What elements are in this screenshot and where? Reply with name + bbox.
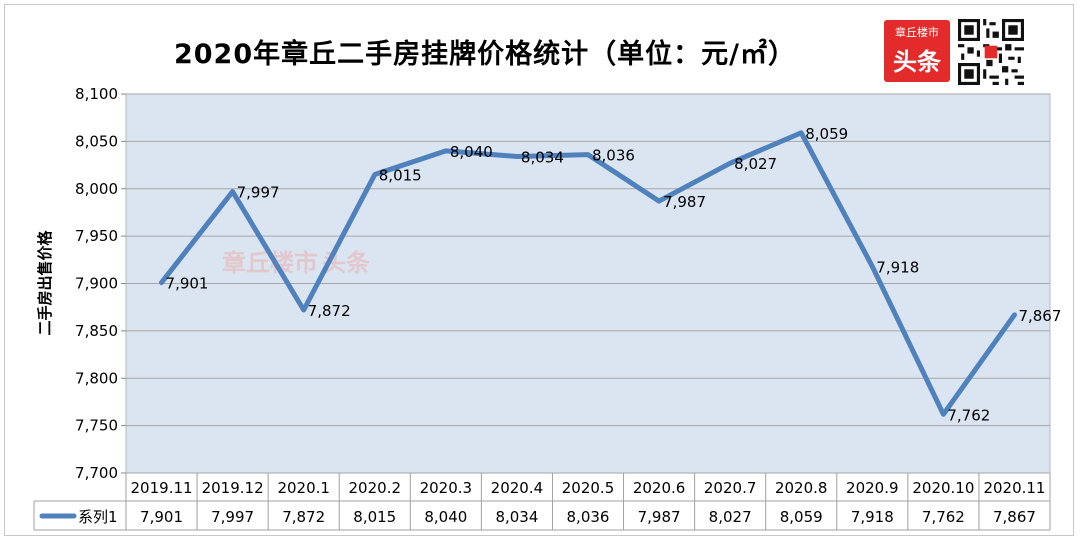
y-axis-ticks: 7,700 7,750 7,800 7,850 7,900 7,950 8,000 8,050… xyxy=(75,85,126,482)
data-label: 8,015 xyxy=(379,167,422,185)
table-value: 8,059 xyxy=(780,508,823,526)
x-tick-label: 2020.9 xyxy=(846,479,899,497)
logo-main-text: 头条 xyxy=(893,48,941,76)
table-value: 7,901 xyxy=(140,508,183,526)
table-value: 7,762 xyxy=(922,508,965,526)
x-tick-label: 2020.10 xyxy=(912,479,974,497)
y-tick-label: 7,900 xyxy=(75,275,118,293)
series-line xyxy=(159,130,1017,417)
data-label: 7,997 xyxy=(237,184,280,202)
x-tick-label: 2019.11 xyxy=(131,479,193,497)
table-value: 7,997 xyxy=(211,508,254,526)
data-labels: 7,901 7,997 7,872 8,015 8,040 8,034 8,036 7,987… xyxy=(166,125,1062,424)
table-value: 7,987 xyxy=(638,508,681,526)
table-value: 7,867 xyxy=(993,508,1036,526)
y-tick-label: 7,750 xyxy=(75,417,118,435)
x-tick-label: 2020.8 xyxy=(775,479,828,497)
x-tick-label: 2020.1 xyxy=(277,479,330,497)
x-tick-label: 2020.3 xyxy=(420,479,473,497)
legend-label: 系列1 xyxy=(78,508,118,526)
data-label: 7,901 xyxy=(166,275,209,293)
watermark: 章丘楼市 头条 xyxy=(222,249,371,277)
data-label: 8,036 xyxy=(592,147,635,165)
data-label: 8,040 xyxy=(450,143,493,161)
y-tick-label: 7,700 xyxy=(75,464,118,482)
data-label: 7,918 xyxy=(876,258,919,276)
brand-logo: 章丘楼市 头条 xyxy=(884,20,950,82)
logo-top-text: 章丘楼市 xyxy=(895,26,939,39)
data-label: 7,867 xyxy=(1018,307,1061,325)
data-table: 2019.11 7,901 2019.12 7,997 2020.1 7,872 2020.… xyxy=(33,473,1051,531)
table-value: 8,040 xyxy=(424,508,467,526)
table-value: 8,015 xyxy=(353,508,396,526)
chart-title: 2020年章丘二手房挂牌价格统计（单位：元/㎡） xyxy=(173,39,796,70)
x-tick-label: 2020.6 xyxy=(633,479,686,497)
y-tick-label: 7,800 xyxy=(75,369,118,387)
x-tick-label: 2020.4 xyxy=(491,479,544,497)
table-value: 8,034 xyxy=(495,508,538,526)
table-value: 8,027 xyxy=(709,508,752,526)
y-axis-label: 二手房出售价格 xyxy=(36,230,54,336)
y-tick-label: 7,850 xyxy=(75,322,118,340)
x-tick-label: 2020.11 xyxy=(983,479,1045,497)
data-label: 7,872 xyxy=(308,302,351,320)
table-value: 7,872 xyxy=(282,508,325,526)
y-tick-label: 8,100 xyxy=(75,85,118,103)
data-label: 7,987 xyxy=(663,193,706,211)
qr-code-icon xyxy=(958,19,1024,85)
y-tick-label: 8,000 xyxy=(75,180,118,198)
data-label: 8,034 xyxy=(521,149,564,167)
table-value: 8,036 xyxy=(567,508,610,526)
x-tick-label: 2020.5 xyxy=(562,479,615,497)
y-tick-label: 7,950 xyxy=(75,227,118,245)
x-tick-label: 2019.12 xyxy=(202,479,264,497)
table-value: 7,918 xyxy=(851,508,894,526)
data-label: 8,027 xyxy=(734,155,777,173)
y-tick-label: 8,050 xyxy=(75,132,118,150)
x-tick-label: 2020.7 xyxy=(704,479,757,497)
x-tick-label: 2020.2 xyxy=(349,479,402,497)
data-label: 7,762 xyxy=(947,406,990,424)
data-label: 8,059 xyxy=(805,125,848,143)
gridlines xyxy=(126,93,1050,474)
